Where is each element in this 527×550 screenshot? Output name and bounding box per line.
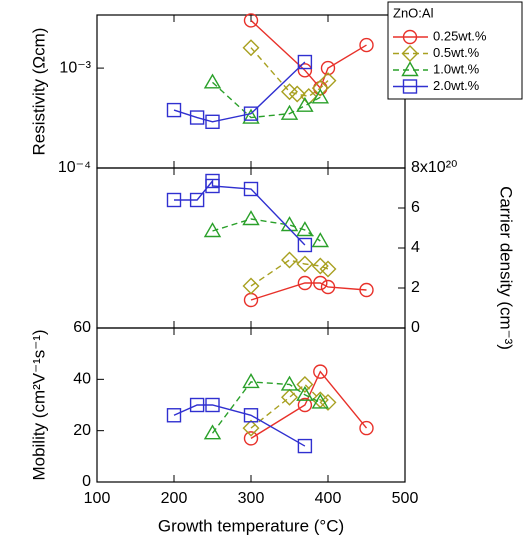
marker bbox=[297, 275, 313, 291]
marker bbox=[242, 39, 260, 57]
marker bbox=[313, 275, 328, 291]
marker bbox=[296, 375, 314, 393]
y2-tick-label: 2 bbox=[411, 279, 420, 296]
marker bbox=[243, 181, 259, 197]
marker bbox=[242, 277, 260, 295]
legend-label: 0.5wt.% bbox=[433, 45, 480, 60]
legend-title: ZnO:Al bbox=[393, 5, 434, 20]
series-line bbox=[212, 218, 321, 242]
marker bbox=[320, 60, 336, 76]
marker bbox=[203, 222, 222, 238]
marker bbox=[205, 397, 220, 413]
marker bbox=[402, 29, 418, 45]
x-tick-label: 500 bbox=[392, 490, 419, 507]
y-tick-label: 40 bbox=[73, 371, 91, 388]
y-tick-label: 10⁻³ bbox=[59, 59, 91, 76]
marker bbox=[243, 106, 259, 121]
marker bbox=[320, 279, 336, 295]
marker bbox=[401, 45, 419, 62]
marker bbox=[296, 96, 314, 112]
legend-label: 1.0wt.% bbox=[433, 61, 480, 76]
marker bbox=[281, 388, 298, 406]
marker bbox=[402, 79, 418, 94]
x-axis-label: Growth temperature (°C) bbox=[158, 516, 344, 535]
series-line bbox=[250, 282, 367, 301]
marker bbox=[311, 232, 330, 248]
series-line bbox=[173, 404, 306, 447]
marker bbox=[297, 54, 313, 70]
marker bbox=[189, 192, 205, 208]
marker bbox=[297, 237, 313, 253]
marker bbox=[205, 114, 220, 130]
marker bbox=[189, 110, 205, 125]
series-line bbox=[250, 370, 368, 439]
series-line bbox=[211, 381, 321, 434]
panel-frame bbox=[96, 327, 406, 483]
legend-label: 0.25wt.% bbox=[433, 28, 487, 43]
y-tick-label: 0 bbox=[82, 473, 91, 490]
series-line bbox=[212, 81, 321, 119]
marker bbox=[243, 431, 259, 446]
legend-box bbox=[387, 1, 523, 100]
y-tick-label: 60 bbox=[73, 319, 91, 336]
legend-label: 2.0wt.% bbox=[433, 78, 480, 93]
marker bbox=[288, 85, 306, 103]
marker bbox=[296, 255, 314, 273]
y2-tick-label: 4 bbox=[411, 239, 420, 256]
marker bbox=[296, 385, 314, 401]
x-tick-label: 400 bbox=[315, 490, 342, 507]
marker bbox=[313, 364, 328, 379]
marker bbox=[359, 282, 374, 298]
marker bbox=[243, 408, 259, 423]
marker bbox=[242, 210, 260, 226]
y2-tick-label: 8x10²⁰ bbox=[411, 159, 457, 176]
marker bbox=[311, 393, 330, 409]
marker bbox=[243, 13, 259, 28]
y2-axis-label: Carrier density (cm⁻³) bbox=[497, 186, 516, 350]
x-tick-label: 300 bbox=[238, 490, 265, 507]
marker bbox=[280, 216, 299, 232]
marker bbox=[166, 192, 182, 208]
y-axis-label: Resistivity (Ωcm) bbox=[29, 28, 48, 156]
marker bbox=[203, 424, 222, 440]
marker bbox=[281, 251, 298, 269]
x-tick-label: 100 bbox=[84, 490, 111, 507]
marker bbox=[296, 221, 314, 237]
marker bbox=[205, 178, 220, 194]
marker bbox=[319, 260, 337, 278]
marker bbox=[166, 102, 182, 118]
series-line bbox=[174, 179, 306, 246]
marker bbox=[280, 104, 299, 120]
marker bbox=[401, 61, 419, 77]
marker bbox=[242, 419, 260, 437]
marker bbox=[359, 420, 374, 436]
y2-tick-label: 0 bbox=[411, 319, 420, 336]
y-axis-label: Mobility (cm²V⁻¹s⁻¹) bbox=[29, 329, 48, 480]
marker bbox=[297, 438, 313, 454]
x-tick-label: 200 bbox=[161, 490, 188, 507]
marker bbox=[242, 372, 260, 389]
marker bbox=[242, 108, 260, 124]
marker bbox=[311, 88, 330, 104]
marker bbox=[297, 63, 313, 78]
marker bbox=[166, 408, 182, 423]
marker bbox=[189, 397, 205, 413]
marker bbox=[359, 37, 374, 53]
marker bbox=[319, 72, 337, 90]
marker bbox=[297, 397, 313, 413]
y-tick-label: 10⁻⁴ bbox=[58, 159, 91, 176]
marker bbox=[280, 375, 299, 391]
marker bbox=[313, 80, 328, 96]
marker bbox=[203, 73, 222, 89]
y-tick-label: 20 bbox=[73, 422, 91, 439]
series-line bbox=[173, 61, 306, 123]
y2-tick-label: 6 bbox=[411, 199, 420, 216]
